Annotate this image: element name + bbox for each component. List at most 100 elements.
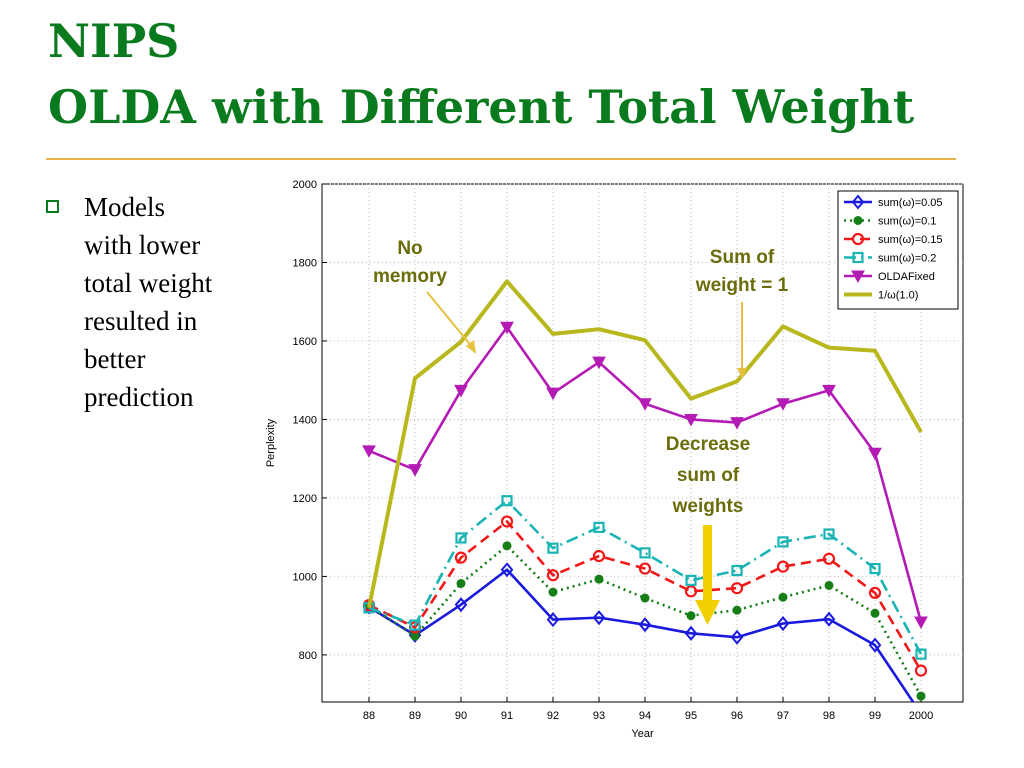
data-point (824, 580, 834, 590)
y-tick-label: 800 (299, 650, 317, 662)
data-point (731, 564, 743, 577)
data-point (822, 384, 836, 398)
data-point (546, 612, 560, 628)
data-point (778, 592, 788, 602)
x-axis-label: Year (631, 728, 654, 740)
data-point (362, 445, 376, 458)
data-point (777, 536, 789, 548)
x-tick-label: 89 (409, 710, 421, 722)
data-point (916, 691, 926, 701)
data-point (454, 384, 468, 398)
bullet-text: Models with lower total weight resulted … (84, 188, 274, 416)
annotation-sum-weight: Sum of (710, 247, 775, 268)
data-point (776, 560, 790, 573)
bullet-line: Models (84, 192, 165, 222)
annotation-arrow (426, 291, 474, 349)
series-line (368, 499, 923, 655)
data-point (822, 552, 836, 565)
x-tick-label: 90 (455, 710, 467, 722)
annotation-sum-weight: weight = 1 (695, 275, 789, 296)
annotation-decrease: weights (672, 496, 744, 517)
data-point (640, 593, 650, 603)
series-4 (362, 321, 928, 629)
series-line (368, 568, 915, 702)
data-point (454, 597, 468, 613)
data-point (685, 574, 697, 586)
y-tick-label: 1400 (293, 414, 317, 426)
data-point (853, 216, 863, 225)
data-point (684, 625, 698, 641)
data-point (868, 447, 882, 461)
data-point (638, 398, 652, 411)
x-tick-label: 91 (501, 710, 513, 722)
data-point (501, 495, 513, 507)
data-point (502, 541, 512, 551)
data-point (730, 417, 744, 430)
legend-label: OLDAFixed (878, 271, 935, 283)
series-line (368, 520, 923, 672)
data-point (823, 528, 835, 540)
x-tick-label: 88 (363, 710, 375, 722)
annotation-no-memory: memory (373, 266, 447, 287)
data-point (851, 270, 865, 284)
legend-label: sum(ω)=0.2 (878, 253, 936, 265)
slide-title-line1: NIPS (48, 14, 180, 68)
y-tick-label: 1000 (293, 571, 317, 583)
y-tick-label: 1800 (293, 257, 317, 269)
series-0 (362, 562, 915, 702)
data-point (732, 605, 742, 615)
data-point (870, 608, 880, 618)
data-point (851, 194, 865, 210)
data-point (408, 464, 422, 477)
annotation-arrow (703, 525, 712, 603)
annotation-arrowhead (695, 600, 720, 625)
slide-title-line2: OLDA with Different Total Weight (48, 80, 915, 134)
legend-label: 1/ω(1.0) (878, 290, 918, 302)
legend-box (837, 190, 959, 310)
data-point (592, 549, 606, 563)
legend-label: sum(ω)=0.05 (878, 197, 943, 209)
data-point (776, 398, 790, 411)
x-tick-label: 97 (777, 710, 789, 722)
x-tick-label: 94 (639, 710, 651, 722)
data-point (456, 578, 466, 588)
bullet-line: total weight (84, 268, 213, 298)
series-5 (367, 279, 923, 609)
data-point (730, 582, 744, 595)
bullet-line: better (84, 344, 146, 374)
annotation-arrowhead (737, 368, 747, 379)
data-point (455, 532, 467, 544)
title-divider (46, 158, 956, 160)
y-tick-label: 2000 (293, 179, 317, 191)
data-point (592, 356, 606, 370)
data-point (546, 569, 560, 582)
x-tick-label: 2000 (909, 710, 933, 722)
x-tick-label: 98 (823, 710, 835, 722)
data-point (500, 515, 514, 528)
data-point (594, 574, 604, 584)
legend-label: sum(ω)=0.15 (878, 234, 943, 246)
annotation-arrowhead (466, 340, 476, 354)
x-tick-label: 96 (731, 710, 743, 722)
data-point (454, 551, 468, 564)
data-point (684, 413, 698, 427)
data-point (684, 585, 698, 598)
data-point (639, 547, 651, 559)
series-1 (364, 541, 926, 701)
data-point (914, 616, 928, 629)
data-point (914, 664, 928, 677)
bullet-square-icon (46, 200, 59, 213)
legend-label: sum(ω)=0.1 (878, 216, 936, 228)
y-tick-label: 1600 (293, 336, 317, 348)
data-point (776, 615, 790, 632)
data-point (822, 611, 836, 627)
data-point (868, 586, 882, 600)
data-point (548, 587, 558, 597)
annotation-no-memory: No (397, 238, 422, 259)
data-point (500, 562, 514, 578)
y-tick-label: 1200 (293, 493, 317, 505)
data-point (852, 251, 864, 264)
data-point (851, 232, 865, 246)
annotation-decrease: sum of (677, 465, 740, 486)
